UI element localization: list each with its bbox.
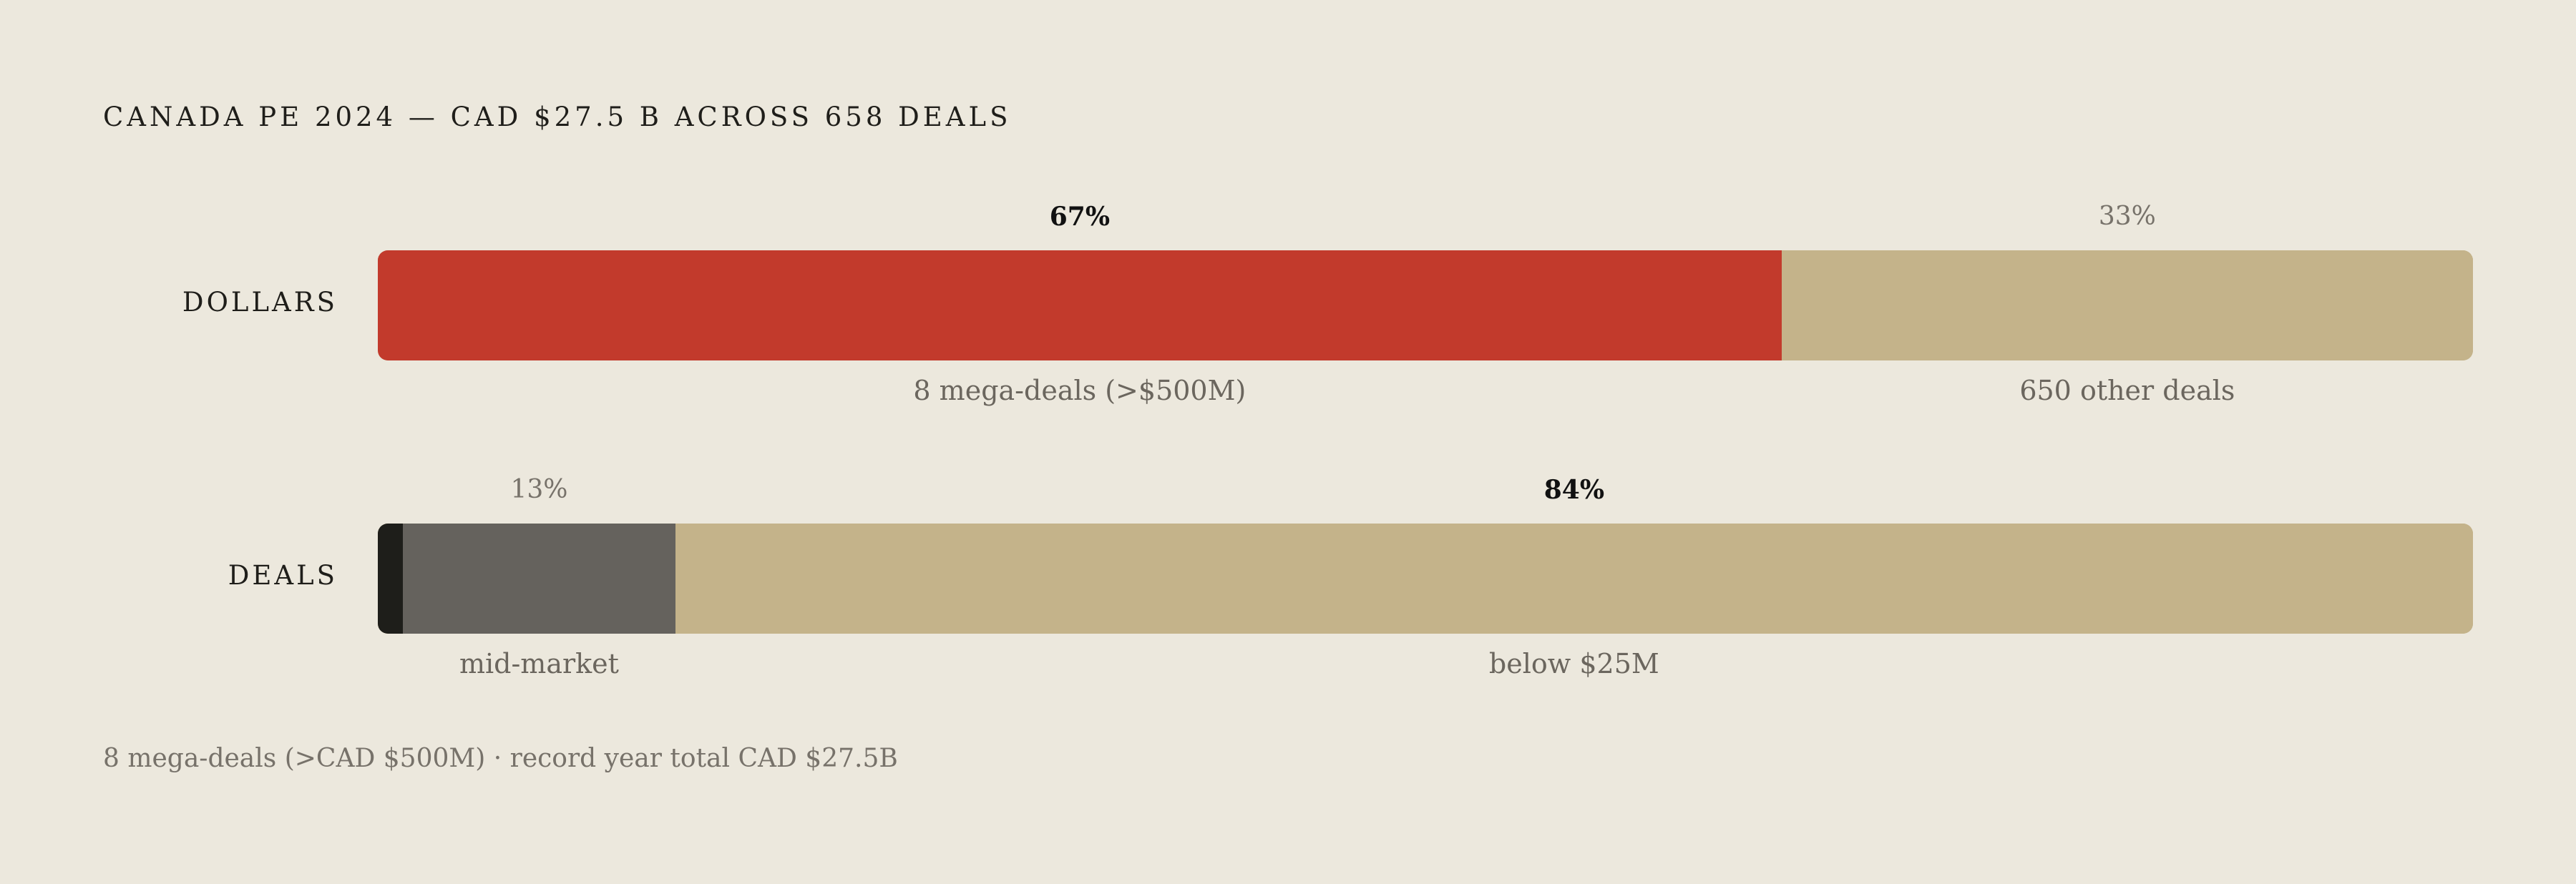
segment-label-mega-deals: 8 mega-deals (>$500M) [913, 375, 1246, 406]
pct-label-other-deals: 33% [2098, 202, 2156, 231]
pct-label-mid-market: 13% [510, 475, 568, 504]
bar-segment-below-25m [675, 524, 2473, 634]
segment-label-other-deals: 650 other deals [2019, 375, 2235, 406]
bar-segment-mega-deals [378, 250, 1782, 360]
row-label-deals: DEALS [228, 560, 338, 591]
pct-label-below-25m: 84% [1543, 475, 1605, 505]
deals-bar [378, 524, 2473, 634]
chart-footnote: 8 mega-deals (>CAD $500M) · record year … [103, 744, 898, 773]
segment-label-mid-market: mid-market [459, 648, 619, 679]
dollars-bar [378, 250, 2473, 360]
chart-title: CANADA PE 2024 — CAD $27.5 B ACROSS 658 … [103, 102, 1012, 132]
bar-segment-other-deals [1781, 250, 2473, 360]
bar-segment-mid-market [403, 524, 675, 634]
pct-label-mega-deals: 67% [1049, 202, 1111, 232]
bar-segment-cap [378, 524, 404, 634]
row-label-dollars: DOLLARS [182, 287, 338, 318]
segment-label-below-25m: below $25M [1488, 648, 1659, 679]
